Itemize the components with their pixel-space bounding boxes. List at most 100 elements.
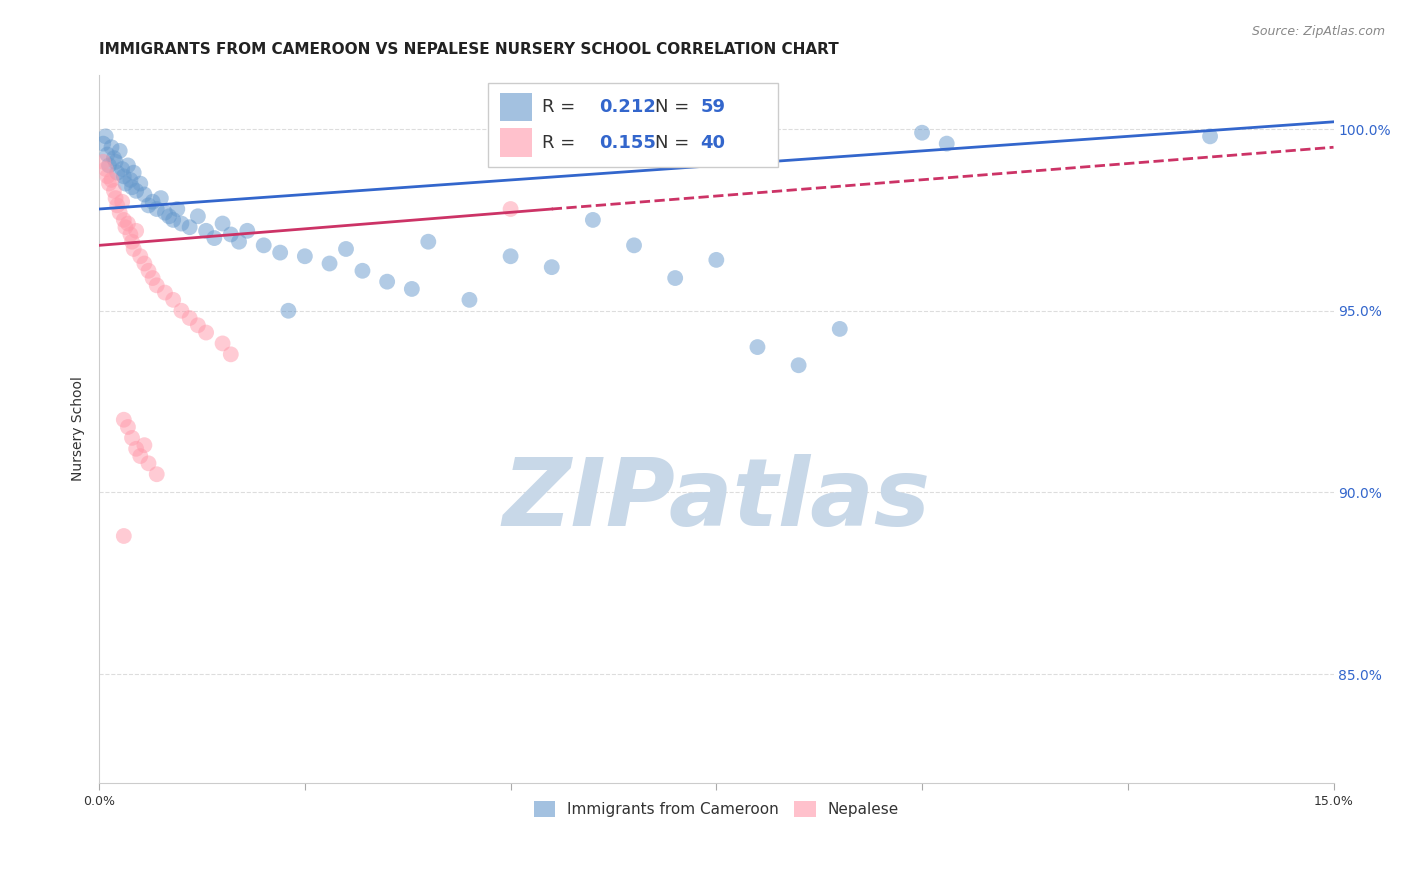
Point	[112, 529, 135, 543]
Point	[187, 209, 209, 223]
Y-axis label: Nursery School: Nursery School	[72, 376, 86, 482]
Text: IMMIGRANTS FROM CAMEROON VS NEPALESE NURSERY SCHOOL CORRELATION CHART: IMMIGRANTS FROM CAMEROON VS NEPALESE NUR…	[100, 42, 839, 57]
Point	[187, 318, 209, 333]
Point	[294, 249, 316, 263]
Point	[96, 169, 118, 184]
Point	[91, 154, 114, 169]
Point	[787, 358, 810, 372]
Point	[145, 202, 167, 216]
Point	[129, 249, 152, 263]
Point	[911, 126, 934, 140]
Point	[179, 311, 201, 326]
Point	[219, 227, 242, 242]
Point	[195, 224, 218, 238]
Text: R =: R =	[543, 134, 581, 152]
Point	[499, 249, 522, 263]
Point	[104, 191, 127, 205]
Point	[98, 158, 121, 172]
Point	[157, 209, 180, 223]
Point	[935, 136, 957, 151]
Point	[236, 224, 259, 238]
Point	[704, 252, 727, 267]
FancyBboxPatch shape	[488, 83, 778, 167]
Point	[121, 431, 143, 445]
Point	[100, 140, 122, 154]
Point	[112, 169, 135, 184]
Point	[153, 205, 176, 219]
Text: Source: ZipAtlas.com: Source: ZipAtlas.com	[1251, 25, 1385, 38]
Point	[219, 347, 242, 361]
Point	[142, 194, 165, 209]
Point	[138, 264, 160, 278]
Point	[108, 205, 131, 219]
Point	[121, 235, 143, 249]
Text: 59: 59	[700, 98, 725, 116]
Point	[117, 420, 139, 434]
Point	[418, 235, 440, 249]
Point	[117, 158, 139, 172]
Point	[1199, 129, 1222, 144]
Point	[100, 173, 122, 187]
Point	[94, 129, 117, 144]
Point	[664, 271, 686, 285]
Point	[117, 217, 139, 231]
FancyBboxPatch shape	[501, 93, 533, 121]
Point	[129, 177, 152, 191]
Point	[269, 245, 291, 260]
Text: 40: 40	[700, 134, 725, 152]
Point	[96, 147, 118, 161]
Legend: Immigrants from Cameroon, Nepalese: Immigrants from Cameroon, Nepalese	[526, 794, 907, 825]
Text: 0.155: 0.155	[599, 134, 657, 152]
Point	[125, 184, 148, 198]
Point	[335, 242, 357, 256]
Point	[253, 238, 276, 252]
Point	[103, 151, 125, 165]
Point	[211, 336, 233, 351]
Point	[170, 303, 193, 318]
Point	[98, 177, 121, 191]
Point	[121, 180, 143, 194]
Point	[111, 162, 134, 177]
Point	[375, 275, 398, 289]
Point	[134, 187, 156, 202]
Point	[129, 449, 152, 463]
Text: R =: R =	[543, 98, 581, 116]
Point	[202, 231, 225, 245]
Point	[138, 456, 160, 470]
Point	[112, 413, 135, 427]
Text: ZIPatlas: ZIPatlas	[502, 454, 931, 546]
Point	[108, 144, 131, 158]
Point	[170, 217, 193, 231]
Point	[114, 220, 136, 235]
Point	[134, 438, 156, 452]
Point	[112, 213, 135, 227]
Point	[125, 224, 148, 238]
Point	[114, 177, 136, 191]
Point	[122, 242, 145, 256]
Point	[352, 264, 374, 278]
Point	[162, 213, 184, 227]
Point	[94, 162, 117, 177]
Point	[179, 220, 201, 235]
Point	[166, 202, 188, 216]
Point	[149, 191, 172, 205]
Point	[195, 326, 218, 340]
Point	[828, 322, 851, 336]
Text: N =: N =	[655, 134, 695, 152]
Point	[211, 217, 233, 231]
Point	[122, 166, 145, 180]
Point	[142, 271, 165, 285]
Point	[134, 256, 156, 270]
Point	[105, 198, 128, 212]
Text: N =: N =	[655, 98, 695, 116]
Point	[120, 173, 142, 187]
Point	[120, 227, 142, 242]
Point	[105, 166, 128, 180]
Point	[540, 260, 562, 274]
Point	[747, 340, 769, 354]
Point	[623, 238, 645, 252]
FancyBboxPatch shape	[501, 128, 533, 157]
Point	[138, 198, 160, 212]
Point	[145, 467, 167, 482]
Point	[228, 235, 250, 249]
